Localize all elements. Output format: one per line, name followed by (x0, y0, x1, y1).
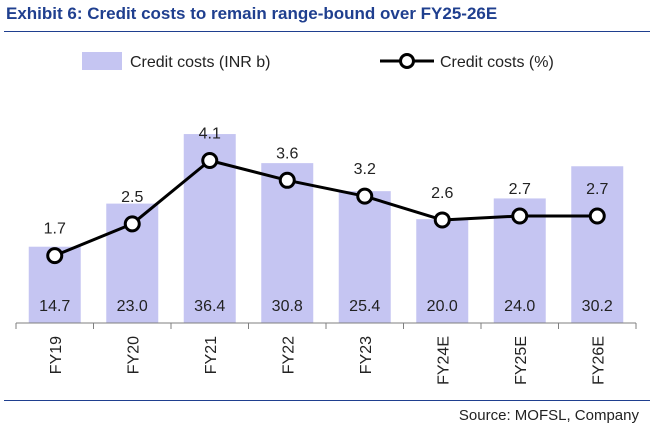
bar-label-fy24e: 20.0 (427, 298, 458, 315)
line-series (46, 151, 606, 265)
line-point-fy25e (511, 207, 529, 225)
title-divider (4, 31, 650, 32)
line-label-fy19: 1.7 (44, 221, 66, 238)
x-axis-ticks (15, 323, 637, 329)
x-axis-tick-labels: FY19 FY20 FY21 FY22 FY23 FY24E FY25E FY26E (48, 336, 608, 385)
chart-title: Exhibit 6: Credit costs to remain range-… (6, 4, 498, 23)
line-point-fy19 (46, 247, 64, 265)
bar-label-fy21: 36.4 (194, 298, 225, 315)
bar-label-fy23: 25.4 (349, 298, 380, 315)
line-label-fy23: 3.2 (354, 161, 376, 178)
bar-label-fy25e: 24.0 (504, 298, 535, 315)
line-label-fy20: 2.5 (121, 189, 143, 206)
bar-fy23 (338, 191, 391, 323)
x-tick-label-fy24e: FY24E (435, 336, 452, 385)
footer-divider (4, 400, 650, 401)
legend-bar-label: Credit costs (INR b) (130, 54, 270, 71)
legend-bar-swatch (82, 52, 122, 70)
line-point-fy20 (123, 215, 141, 233)
line-point-fy21 (201, 151, 219, 169)
x-tick-label-fy25e: FY25E (513, 336, 530, 385)
line-label-fy25e: 2.7 (509, 181, 531, 198)
x-tick-label-fy22: FY22 (280, 336, 297, 374)
bar-label-fy20: 23.0 (117, 298, 148, 315)
bar-fy26e (571, 166, 624, 323)
line-point-fy23 (356, 187, 374, 205)
bar-label-fy26e: 30.2 (582, 298, 613, 315)
x-tick-label-fy26e: FY26E (590, 336, 607, 385)
line-label-fy26e: 2.7 (586, 181, 608, 198)
line-data-labels: 1.7 2.5 4.1 3.6 3.2 2.6 2.7 2.7 (44, 125, 609, 237)
line-label-fy24e: 2.6 (431, 185, 453, 202)
bar-fy24e (416, 219, 469, 323)
source-note: Source: MOFSL, Company (458, 407, 639, 424)
legend-line-label: Credit costs (%) (440, 54, 554, 71)
line-label-fy22: 3.6 (276, 145, 298, 162)
bar-label-fy19: 14.7 (39, 298, 70, 315)
line-path (54, 158, 598, 258)
chart-legend: Credit costs (INR b) Credit costs (%) (82, 52, 554, 71)
legend-line-marker (399, 53, 415, 69)
x-tick-label-fy19: FY19 (48, 336, 65, 374)
bar-data-labels: 14.7 23.0 36.4 30.8 25.4 20.0 24.0 30.2 (39, 298, 613, 315)
bar-label-fy22: 30.8 (272, 298, 303, 315)
x-tick-label-fy23: FY23 (358, 336, 375, 374)
x-tick-label-fy20: FY20 (125, 336, 142, 374)
line-point-fy26e (588, 207, 606, 225)
line-point-fy22 (278, 171, 296, 189)
line-point-fy24e (433, 211, 451, 229)
line-label-fy21: 4.1 (199, 125, 221, 142)
bar-fy22 (261, 163, 314, 323)
x-tick-label-fy21: FY21 (203, 336, 220, 374)
